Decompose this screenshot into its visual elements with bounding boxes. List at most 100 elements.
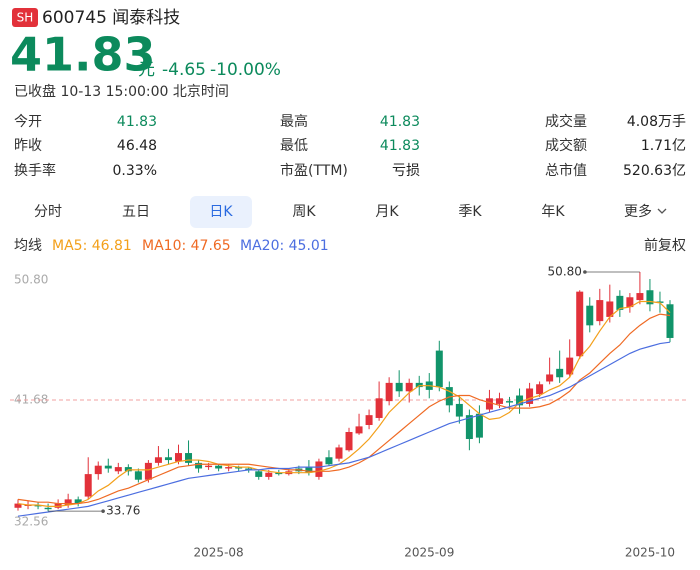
price: 41.83 xyxy=(10,28,156,82)
annotation-label: 50.80 xyxy=(548,265,582,279)
badge-text: SH xyxy=(17,11,34,25)
tab[interactable]: 更多 xyxy=(624,203,652,220)
candle-body xyxy=(666,304,674,338)
candle-body xyxy=(94,465,102,475)
stat-label: 总市值 xyxy=(545,162,587,179)
ma-line xyxy=(17,313,671,505)
candle-body xyxy=(144,462,152,480)
tab[interactable]: 年K xyxy=(541,204,565,220)
x-tick-label: 2025-08 xyxy=(194,546,244,560)
stat-value: 41.83 xyxy=(380,114,420,130)
stat-value: 4.08万手 xyxy=(627,114,686,130)
y-tick-label: 32.56 xyxy=(14,515,48,529)
stock-title: 600745 闻泰科技 xyxy=(42,8,180,28)
legend: MA5: 46.81 MA10: 47.65 MA20: 45.01 xyxy=(52,238,329,254)
ma-line xyxy=(17,300,671,507)
candle-body xyxy=(345,432,353,451)
stat-value: 41.83 xyxy=(380,138,420,154)
candle-body xyxy=(174,453,182,462)
candle-body xyxy=(445,387,453,406)
tab[interactable]: 月K xyxy=(375,204,399,220)
candle-body xyxy=(195,462,203,469)
tab[interactable]: 五日 xyxy=(122,204,150,220)
candle-body xyxy=(475,413,483,438)
stat-value: 亏损 xyxy=(392,163,420,179)
legend-entry: MA10: 47.65 xyxy=(142,238,231,254)
candle-body xyxy=(44,507,52,510)
candle-body xyxy=(164,457,172,461)
candle-body xyxy=(84,474,92,497)
candle-body xyxy=(435,350,443,388)
candle-body xyxy=(305,467,313,473)
candle-body xyxy=(566,357,574,375)
candle-body xyxy=(405,382,413,392)
candle-body xyxy=(275,472,283,475)
candle-body xyxy=(455,403,463,417)
tab[interactable]: 季K xyxy=(458,204,482,220)
candle-body xyxy=(245,468,253,470)
tab[interactable]: 分时 xyxy=(34,204,62,220)
tab[interactable]: 周K xyxy=(292,204,316,220)
exchange-badge xyxy=(12,8,38,27)
stat-label: 市盈(TTM) xyxy=(280,162,348,179)
change: -4.65 xyxy=(162,60,206,80)
candle-body xyxy=(64,499,72,505)
candle-body xyxy=(606,301,614,317)
candle-body xyxy=(656,301,664,303)
stat-label: 成交额 xyxy=(545,137,587,154)
candle-body xyxy=(546,374,554,382)
candle-body xyxy=(315,461,323,477)
candle-body xyxy=(114,467,122,472)
stat-label: 昨收 xyxy=(14,138,42,154)
candle-body xyxy=(485,398,493,410)
candle-body xyxy=(415,382,423,388)
candle-body xyxy=(636,293,644,301)
stat-label: 换手率 xyxy=(14,162,56,179)
candle-body xyxy=(516,395,524,406)
stat-label: 今开 xyxy=(14,114,42,130)
candle-body xyxy=(54,503,62,508)
candle-body xyxy=(626,297,634,308)
candle-body xyxy=(235,467,243,469)
candle-body xyxy=(616,295,624,310)
chevron xyxy=(657,208,667,214)
candle-body xyxy=(205,465,213,468)
stat-value: 41.83 xyxy=(117,114,157,130)
candle-body xyxy=(596,300,604,322)
ma-title: 均线 xyxy=(14,238,42,254)
stat-label: 成交量 xyxy=(545,113,587,130)
candle-body xyxy=(104,465,112,469)
annotation-dot xyxy=(583,270,587,274)
x-tick-label: 2025-10 xyxy=(625,546,675,560)
candle-body xyxy=(154,457,162,463)
price-unit: 元 xyxy=(138,60,155,80)
stat-label: 最高 xyxy=(280,113,308,130)
candle-body xyxy=(265,472,273,477)
candle-body xyxy=(34,504,42,507)
candle-body xyxy=(586,305,594,326)
change-pct: -10.00% xyxy=(210,60,281,80)
candle-body xyxy=(365,415,373,425)
annotation-dot xyxy=(101,509,105,513)
candle-body xyxy=(74,499,82,504)
stat-value: 520.63亿 xyxy=(623,163,686,179)
candle-body xyxy=(185,453,193,463)
candle-body xyxy=(124,467,132,472)
candle-body xyxy=(14,503,22,508)
candle-body xyxy=(325,457,333,465)
tabs: 分时 五日 日K 周K 月K 季K 年K 更多 xyxy=(34,196,667,228)
candle-body xyxy=(556,368,564,378)
candle-body xyxy=(355,426,363,434)
active-tab-bg xyxy=(190,196,252,228)
tab[interactable]: 日K xyxy=(209,204,233,220)
candle-body xyxy=(255,471,263,477)
ma-line xyxy=(17,341,671,517)
adjust[interactable]: 前复权 xyxy=(644,237,686,254)
x-tick-label: 2025-09 xyxy=(404,546,454,560)
candle-body xyxy=(506,401,514,403)
stat-value: 46.48 xyxy=(117,138,157,154)
candle-body xyxy=(495,398,503,404)
